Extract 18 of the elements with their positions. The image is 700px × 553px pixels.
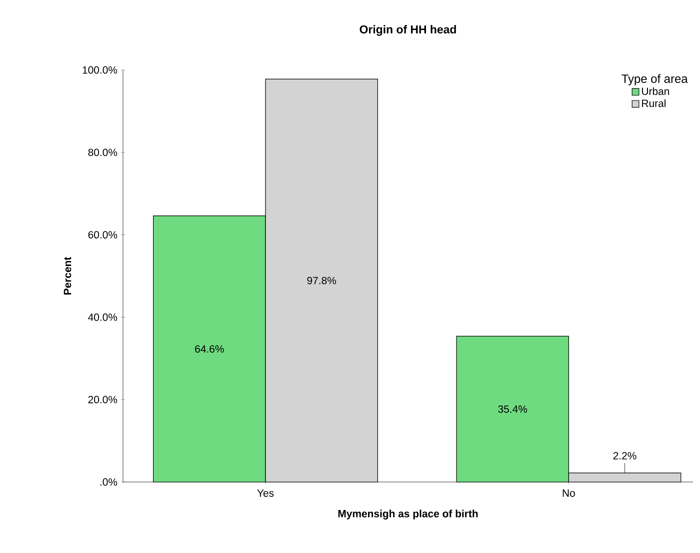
legend-label: Urban <box>642 87 670 95</box>
y-axis-title: Percent <box>64 256 72 294</box>
y-tick-label: 60.0% <box>88 231 118 239</box>
legend-label: Rural <box>642 99 666 108</box>
y-tick-label: .0% <box>100 478 118 486</box>
y-tick-label: 80.0% <box>88 148 118 156</box>
data-label: 64.6% <box>195 345 224 353</box>
x-axis-title: Mymensigh as place of birth <box>338 510 478 520</box>
y-tick-label: 100.0% <box>82 66 118 74</box>
y-tick-label: 20.0% <box>88 396 118 404</box>
x-tick-label: No <box>562 490 575 497</box>
x-tick-label: Yes <box>257 490 274 497</box>
chart-title: Origin of HH head <box>360 25 456 36</box>
data-label: 97.8% <box>307 276 336 284</box>
data-label: 35.4% <box>498 405 528 413</box>
data-label: 2.2% <box>613 452 636 460</box>
y-tick-label: 40.0% <box>88 314 118 321</box>
legend-title: Type of area <box>622 74 688 86</box>
